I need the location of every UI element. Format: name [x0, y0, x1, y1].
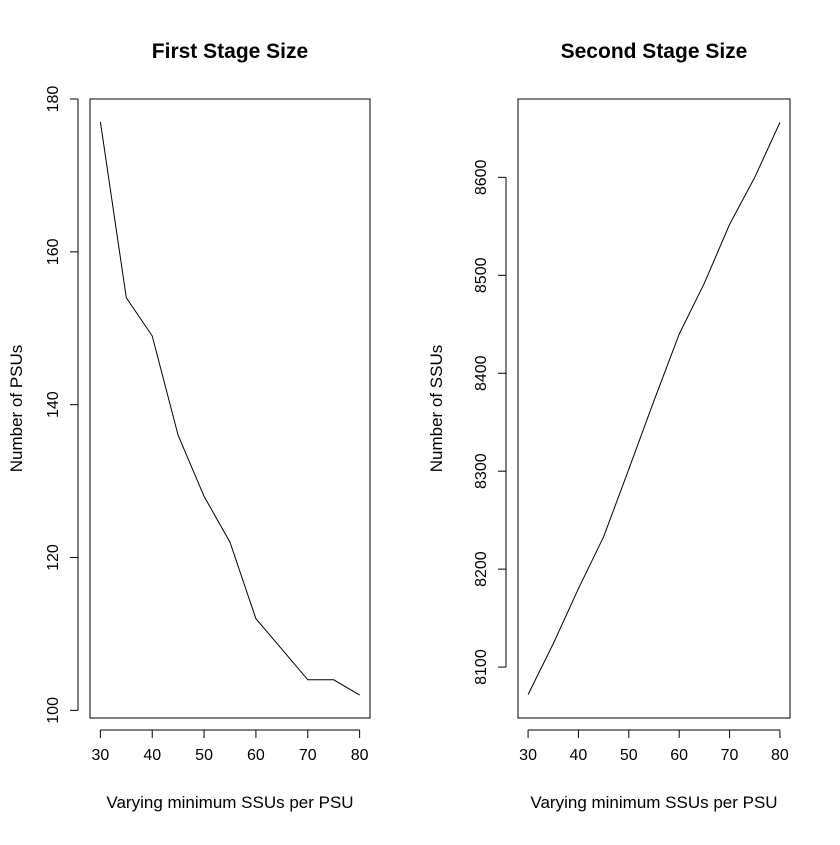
chart-panel-1: First Stage Size 30 40 50 60 70 80 100 120 140 160… [7, 40, 370, 812]
x-tick-label: 40 [143, 747, 161, 764]
y-tick-label: 120 [45, 544, 62, 571]
y-tick-label: 8600 [473, 159, 490, 195]
y-tick-label: 160 [45, 238, 62, 265]
x-tick-label: 70 [299, 747, 317, 764]
y-tick-label: 8400 [473, 355, 490, 391]
x-tick-label: 70 [721, 747, 739, 764]
x-tick-label: 30 [519, 747, 537, 764]
y-axis-label: Number of SSUs [427, 345, 446, 473]
x-tick-label: 60 [247, 747, 265, 764]
x-tick-label: 80 [771, 747, 789, 764]
chart-title: First Stage Size [152, 40, 308, 63]
x-tick-label: 60 [670, 747, 688, 764]
y-tick-label: 8100 [473, 649, 490, 685]
x-axis-label: Varying minimum SSUs per PSU [530, 793, 777, 812]
x-tick-label: 30 [91, 747, 109, 764]
plot-frame [518, 99, 790, 718]
y-tick-label: 140 [45, 391, 62, 418]
series-line [100, 122, 359, 695]
chart-panel-2: Second Stage Size 30 40 50 60 70 80 8100 8200 830… [427, 40, 790, 812]
x-tick-label: 80 [351, 747, 369, 764]
y-tick-label: 8500 [473, 257, 490, 293]
series-line [528, 123, 780, 695]
y-tick-label: 100 [45, 697, 62, 724]
x-tick-label: 40 [570, 747, 588, 764]
x-axis-label: Varying minimum SSUs per PSU [106, 793, 353, 812]
plot-frame [90, 99, 370, 718]
y-tick-label: 8300 [473, 453, 490, 489]
x-tick-label: 50 [195, 747, 213, 764]
y-tick-label: 180 [45, 86, 62, 113]
chart-title: Second Stage Size [561, 40, 748, 63]
y-tick-label: 8200 [473, 551, 490, 587]
x-tick-label: 50 [620, 747, 638, 764]
y-axis-label: Number of PSUs [7, 345, 26, 473]
